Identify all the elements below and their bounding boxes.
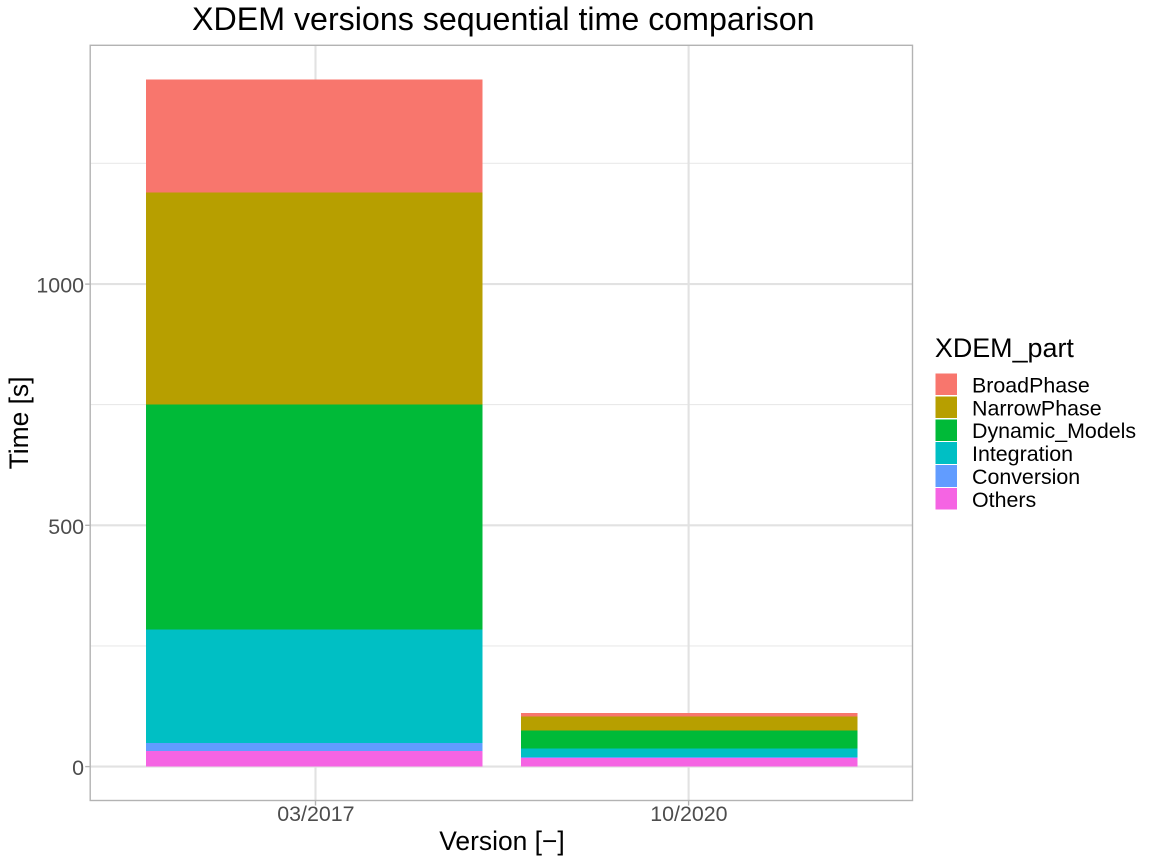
svg-text:Version [−]: Version [−] [439,826,564,856]
svg-text:Dynamic_Models: Dynamic_Models [972,419,1136,443]
svg-text:XDEM_part: XDEM_part [935,333,1075,363]
svg-text:Others: Others [972,488,1036,512]
svg-text:500: 500 [48,515,84,539]
svg-text:Integration: Integration [972,442,1073,466]
svg-text:Time [s]: Time [s] [4,377,34,470]
svg-text:BroadPhase: BroadPhase [972,373,1090,397]
svg-text:0: 0 [72,756,84,780]
svg-text:NarrowPhase: NarrowPhase [972,396,1102,420]
svg-text:03/2017: 03/2017 [277,802,354,826]
svg-text:10/2020: 10/2020 [650,802,727,826]
svg-text:1000: 1000 [36,274,84,298]
svg-text:Conversion: Conversion [972,465,1080,489]
svg-text:XDEM versions sequential time: XDEM versions sequential time comparison [192,1,815,37]
